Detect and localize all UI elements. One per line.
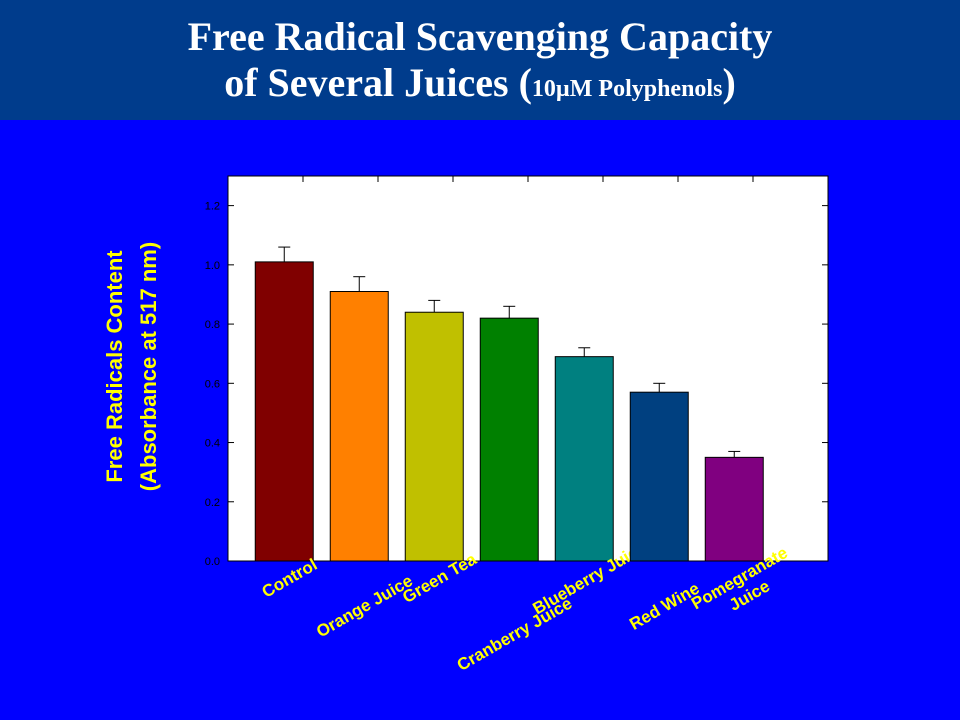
y-tick-label: 0.2: [205, 497, 220, 509]
title-line-2-close: ): [722, 60, 736, 105]
y-tick-label: 0.0: [205, 556, 220, 568]
bar: [404, 311, 464, 562]
y-tick-label: 0.4: [205, 438, 220, 450]
x-category-label-line: Control: [259, 555, 321, 602]
bar: [554, 356, 614, 562]
bar: [329, 291, 389, 562]
slide-title: Free Radical Scavenging Capacity of Seve…: [0, 14, 960, 112]
title-line-2-sub: 10µM Polyphenols: [531, 76, 723, 102]
bar: [479, 317, 539, 562]
x-category-label-line: Red Wine: [626, 579, 702, 634]
y-axis-label: Free Radicals Content: [102, 250, 127, 483]
title-line-1: Free Radical Scavenging Capacity: [187, 14, 773, 59]
bar: [704, 456, 764, 562]
y-tick-label: 1.0: [205, 260, 220, 272]
y-tick-label: 0.8: [205, 319, 220, 331]
x-category-label-line: Orange Juice: [313, 571, 416, 641]
x-category-label: Orange Juice: [313, 571, 416, 641]
x-category-label: Control: [259, 555, 321, 602]
y-axis-label: (Absorbance at 517 nm): [136, 242, 161, 491]
x-category-label: Red Wine: [626, 579, 702, 634]
y-tick-label: 0.6: [205, 378, 220, 390]
title-band: [0, 0, 960, 120]
bar: [254, 261, 314, 562]
title-line-2: of Several Juices (10µM Polyphenols): [0, 60, 960, 112]
y-tick-label: 1.2: [205, 201, 220, 213]
title-line-2-main: of Several Juices (: [224, 60, 532, 105]
bar: [629, 391, 689, 562]
